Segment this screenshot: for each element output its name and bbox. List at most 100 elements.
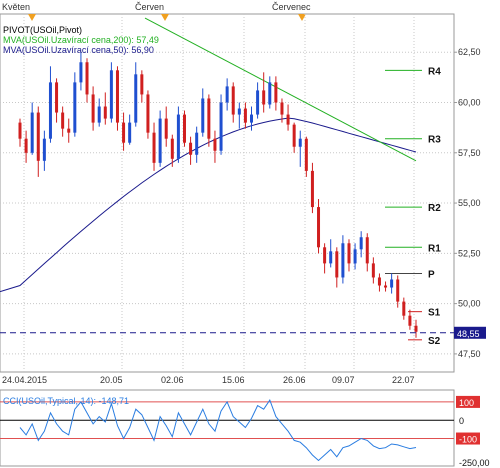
candle-body [134, 74, 138, 123]
candle-body [359, 237, 363, 250]
legend-entry: MVA(USOil.Uzavírací cena,200): 57,49 [3, 35, 159, 45]
candle-body [30, 112, 34, 153]
candle-body [201, 98, 205, 133]
price-tick-label: 60,00 [458, 97, 481, 107]
cci-line [19, 399, 417, 462]
candle-body [109, 70, 113, 119]
candle-body [115, 70, 119, 123]
legend-entry: PIVOT(USOil,Pivot) [3, 25, 82, 35]
candle-body [384, 285, 388, 288]
candle-body [323, 247, 327, 264]
candle-body [280, 102, 284, 115]
candle-body [304, 138, 308, 171]
candle-body [250, 114, 254, 123]
candle-body [24, 138, 28, 153]
date-tick-label: 20.05 [100, 375, 123, 385]
candle-body [213, 138, 217, 151]
candle-body [207, 98, 211, 139]
candle-body [390, 279, 394, 288]
cci-tick-label: 100 [459, 398, 474, 408]
candle-body [176, 114, 180, 159]
date-tick-label: 15.06 [222, 375, 245, 385]
pivot-level-label: S1 [428, 308, 441, 319]
candle-body [189, 142, 193, 155]
candle-body [158, 118, 162, 163]
candle-body [292, 124, 296, 147]
candle-body [225, 86, 229, 103]
month-labels: Květen Červen Červenec [2, 2, 311, 21]
candle-body [310, 170, 314, 208]
candle-body [36, 112, 40, 161]
price-ticks: 62,50 60,00 57,50 55,00 52,50 50,00 47,50 [454, 47, 481, 359]
month-label: Květen [2, 2, 30, 12]
cci-level-badge [456, 395, 480, 408]
candle-body [55, 82, 59, 113]
ma200-line [144, 17, 417, 162]
cci-level-badge [456, 432, 480, 445]
current-price-label: 48,55 [457, 329, 480, 339]
candle-body [97, 106, 101, 123]
candle-body [128, 122, 132, 143]
candle-body [371, 263, 375, 278]
date-tick-label: 22.07 [392, 375, 415, 385]
date-tick-label: 02.06 [161, 375, 184, 385]
month-marker [28, 14, 36, 21]
candlesticks [18, 52, 418, 338]
pivot-level-label: R1 [428, 243, 441, 254]
month-label: Červen [135, 2, 164, 12]
candle-body [243, 108, 247, 123]
candle-body [353, 249, 357, 264]
pivot-level-label: R3 [428, 135, 441, 146]
candle-body [237, 108, 241, 115]
candle-body [365, 237, 369, 264]
month-label: Červenec [272, 2, 311, 12]
pivot-level-label: S2 [428, 336, 441, 347]
pivot-level-label: P [428, 269, 435, 280]
candle-body [42, 138, 46, 161]
cci-tick-label: 0 [459, 416, 464, 426]
candle-body [122, 122, 126, 143]
candle-body [317, 207, 321, 248]
price-tick-label: 50,00 [458, 299, 481, 309]
price-tick-label: 57,50 [458, 148, 481, 158]
date-ticks: 24.04.2015 20.05 02.06 15.06 26.06 09.07 22.07 [2, 375, 415, 385]
price-tick-label: 62,50 [458, 47, 481, 57]
candle-body [262, 90, 266, 105]
candle-body [67, 128, 71, 133]
candle-body [61, 112, 65, 129]
candle-body [402, 301, 406, 316]
month-marker [161, 14, 169, 21]
price-legend: PIVOT(USOil,Pivot)MVA(USOil.Uzavírací ce… [3, 25, 159, 55]
cci-levels: 100 0 -100 -250,00 [0, 395, 490, 468]
cci-tick-label: -100 [459, 435, 477, 445]
candle-body [140, 74, 144, 95]
cci-legend: CCI(USOil,Typical, 14): -148,71 [3, 396, 129, 406]
pivot-level-label: R4 [428, 66, 441, 77]
cci-legend-entry: CCI(USOil,Typical, 14): -148,71 [3, 396, 129, 406]
candle-body [85, 62, 89, 95]
cci-tick-label: -250,00 [459, 458, 490, 468]
date-tick-label: 26.06 [283, 375, 306, 385]
candle-body [256, 90, 260, 115]
candle-body [146, 94, 150, 133]
candle-body [347, 243, 351, 264]
cci-series-line [19, 399, 417, 462]
pivot-level-label: R2 [428, 203, 441, 214]
current-price-marker: 48,55 [0, 326, 486, 339]
candle-body [164, 118, 168, 139]
price-axis [454, 14, 500, 372]
candle-body [274, 82, 278, 103]
price-panel [0, 13, 455, 373]
candle-body [195, 132, 199, 155]
candle-body [377, 277, 381, 286]
date-tick-label: 09.07 [332, 375, 355, 385]
candle-body [182, 114, 186, 143]
price-tick-label: 47,50 [458, 349, 481, 359]
date-tick-label: 24.04.2015 [2, 375, 47, 385]
price-tick-label: 52,50 [458, 248, 481, 258]
candle-body [73, 82, 77, 133]
candle-body [329, 251, 333, 264]
month-marker [298, 14, 306, 21]
candle-body [103, 106, 107, 119]
